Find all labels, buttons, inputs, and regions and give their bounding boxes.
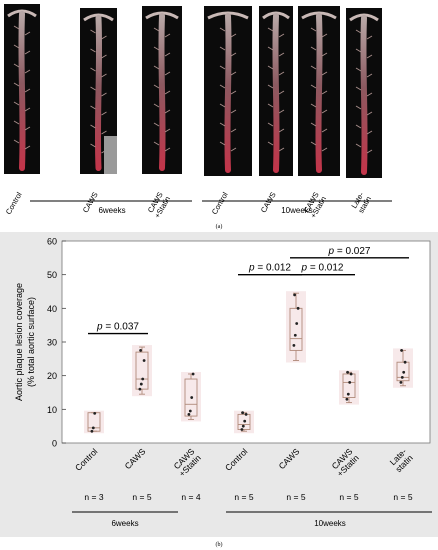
data-point — [346, 392, 350, 396]
aorta-photo — [346, 8, 382, 178]
sample-label: CAWS — [259, 191, 278, 215]
aorta-photos — [4, 4, 382, 178]
box — [84, 410, 104, 434]
aorta-photo — [298, 6, 340, 176]
panel-a-caption: (a) — [216, 223, 223, 230]
data-point — [243, 419, 247, 423]
box — [286, 291, 306, 363]
data-point — [139, 382, 143, 386]
group-bracket-6w-a: 6weeks — [30, 200, 192, 215]
sample-size-label: n = 5 — [339, 492, 358, 502]
p-value-label: p = 0.037 — [96, 322, 139, 333]
sample-size-label: n = 3 — [84, 492, 103, 502]
box-rect — [237, 413, 251, 430]
data-point — [400, 375, 404, 379]
y-tick-label: 0 — [52, 439, 57, 449]
box — [132, 345, 152, 397]
data-point — [349, 372, 353, 376]
box — [393, 348, 413, 388]
sample-label: CAWS+Statin — [145, 191, 172, 220]
data-point — [292, 343, 296, 347]
sample-size-label: n = 4 — [181, 492, 200, 502]
box — [181, 371, 201, 422]
data-point — [188, 409, 192, 413]
box-rect — [289, 307, 303, 351]
group-label-10w-b: 10weeks — [314, 519, 346, 528]
group-bracket-10w-a: 10weeks — [202, 200, 392, 215]
box-rect — [184, 378, 198, 417]
y-tick-label: 30 — [47, 338, 57, 348]
box-plot: 0 10 20 30 40 50 60 p = 0.037 p = 0.012 p = 0.012… — [47, 237, 413, 449]
box-rect — [135, 351, 149, 390]
sample-label: Control — [210, 190, 230, 216]
aorta-photo — [4, 4, 40, 174]
data-point — [240, 428, 244, 431]
data-point — [142, 359, 146, 362]
data-point — [399, 381, 403, 384]
data-point — [293, 293, 296, 297]
aorta-photo — [259, 6, 293, 176]
data-point — [296, 306, 300, 310]
p-value-label: p = 0.012 — [301, 263, 344, 274]
data-point — [241, 411, 245, 415]
data-point — [241, 424, 245, 428]
data-point — [293, 333, 297, 337]
y-tick-label: 10 — [47, 405, 57, 415]
sample-label: Late-statin — [349, 190, 373, 215]
data-point — [141, 377, 145, 381]
data-point — [138, 387, 142, 391]
data-point — [295, 322, 299, 325]
box-rect — [342, 373, 356, 399]
p-value-label: p = 0.027 — [328, 246, 371, 257]
aorta-photo — [80, 8, 117, 174]
y-tick-label: 20 — [47, 371, 57, 381]
data-point — [91, 426, 95, 430]
group-bracket-6w-b: 6weeks — [72, 511, 178, 528]
sample-size-label: n = 5 — [234, 492, 253, 502]
sample-label: CAWS — [81, 191, 100, 215]
y-axis-label-line1: Aortic plaque lesion coverage — [14, 283, 24, 401]
data-point — [402, 370, 406, 374]
sample-size-labels: n = 3 n = 5 n = 4 n = 5 n = 5 n = 5 n = 5 — [84, 492, 412, 502]
y-tick-label: 40 — [47, 304, 57, 314]
group-label-10w-a: 10weeks — [281, 206, 313, 215]
data-point — [191, 372, 195, 376]
data-point — [187, 412, 191, 416]
box-rect — [396, 361, 410, 382]
data-point — [244, 412, 248, 416]
sample-size-label: n = 5 — [132, 492, 151, 502]
data-point — [403, 360, 407, 364]
sample-label: Control — [4, 190, 24, 216]
data-point — [345, 397, 349, 401]
aorta-photo — [142, 6, 182, 174]
data-point — [348, 381, 352, 384]
aorta-photo — [204, 6, 252, 176]
data-point — [400, 349, 403, 352]
data-point — [139, 349, 143, 352]
group-label-6w-b: 6weeks — [111, 519, 138, 528]
panel-b-caption: (b) — [216, 541, 223, 548]
data-point — [90, 429, 94, 433]
group-label-6w-a: 6weeks — [98, 206, 125, 215]
p-value-label: p = 0.012 — [248, 263, 291, 274]
data-point — [93, 411, 97, 415]
sample-size-label: n = 5 — [393, 492, 412, 502]
y-tick-label: 60 — [47, 237, 57, 247]
box — [234, 410, 254, 434]
data-point — [190, 396, 194, 399]
y-axis-label-line2: (% total aortic surface) — [26, 297, 36, 387]
group-bracket-10w-b: 10weeks — [226, 511, 432, 528]
box — [339, 370, 359, 405]
y-tick-label: 50 — [47, 270, 57, 280]
data-point — [346, 370, 349, 374]
sample-size-label: n = 5 — [286, 492, 305, 502]
panel-a-labels: Control CAWS CAWS+Statin Control CAWS CAWS+St… — [4, 190, 373, 220]
